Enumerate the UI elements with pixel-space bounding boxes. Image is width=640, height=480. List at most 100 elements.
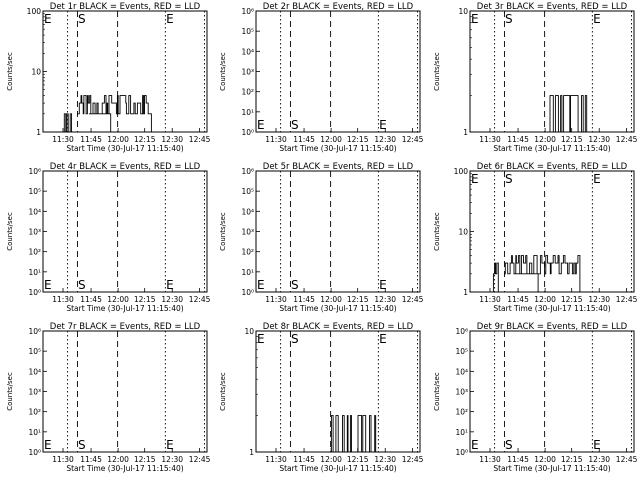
x-tick-label: 12:15: [561, 135, 583, 144]
x-axis-label: Start Time (30-Jul-17 11:15:40): [66, 304, 183, 313]
x-tick-label: 11:30: [265, 135, 287, 144]
x-tick-label: 11:30: [52, 455, 74, 464]
event-letter-marker: S: [505, 12, 513, 26]
y-tick-label: 10⁶: [28, 167, 41, 176]
event-letter-marker: E: [593, 172, 601, 186]
detector-panel-9: Det 9r BLACK = Events, RED = LLD Counts/s…: [433, 322, 638, 473]
x-tick-label: 11:45: [80, 135, 102, 144]
y-tick-label: 10⁶: [455, 327, 468, 336]
event-letter-marker: E: [257, 278, 265, 292]
y-tick-label: 10¹: [241, 268, 254, 277]
x-tick-label: 11:45: [80, 455, 102, 464]
event-letter-marker: S: [78, 12, 86, 26]
y-tick-label: 10⁵: [241, 187, 254, 196]
y-tick-label: 10³: [28, 388, 41, 397]
x-tick-label: 12:45: [402, 135, 424, 144]
x-tick-label: 11:45: [80, 295, 102, 304]
chart-title: Det 7r BLACK = Events, RED = LLD: [50, 322, 201, 332]
x-tick-label: 12:15: [347, 295, 369, 304]
event-letter-marker: E: [471, 12, 479, 26]
y-tick-label: 10: [458, 7, 468, 16]
x-tick-label: 12:30: [588, 135, 610, 144]
x-tick-label: 12:30: [161, 455, 183, 464]
y-tick-label: 100: [27, 7, 42, 16]
y-axis-label: Counts/sec: [433, 212, 441, 251]
series-line-events: [277, 415, 378, 453]
chart-title: Det 3r BLACK = Events, RED = LLD: [477, 2, 628, 12]
y-tick-label: 1: [463, 128, 468, 137]
x-tick-label: 12:00: [107, 455, 129, 464]
chart-title: Det 5r BLACK = Events, RED = LLD: [263, 162, 414, 172]
series-line-events: [545, 95, 592, 133]
detector-panel-3: Det 3r BLACK = Events, RED = LLD Counts/s…: [433, 2, 638, 153]
event-letter-marker: E: [471, 172, 479, 186]
y-axis-label: Counts/sec: [219, 372, 227, 411]
x-tick-label: 11:45: [507, 455, 529, 464]
y-axis-label: Counts/sec: [433, 52, 441, 91]
y-tick-label: 10: [458, 228, 468, 237]
x-tick-label: 12:00: [534, 295, 556, 304]
event-letter-marker: S: [78, 278, 86, 292]
y-tick-label: 10¹: [241, 108, 254, 117]
x-tick-label: 11:30: [52, 295, 74, 304]
x-tick-label: 11:30: [265, 295, 287, 304]
x-tick-label: 12:45: [189, 295, 211, 304]
x-axis-label: Start Time (30-Jul-17 11:15:40): [493, 464, 610, 473]
x-tick-label: 12:45: [189, 135, 211, 144]
y-tick-label: 10²: [28, 248, 41, 257]
x-tick-label: 12:45: [616, 455, 638, 464]
y-tick-label: 10⁰: [455, 448, 468, 457]
y-axis-label: Counts/sec: [433, 372, 441, 411]
y-axis-label: Counts/sec: [6, 372, 14, 411]
x-axis-label: Start Time (30-Jul-17 11:15:40): [66, 464, 183, 473]
x-axis-label: Start Time (30-Jul-17 11:15:40): [493, 304, 610, 313]
event-letter-marker: E: [593, 438, 601, 452]
y-tick-label: 10: [31, 68, 41, 77]
y-tick-label: 10⁴: [28, 207, 41, 216]
event-letter-marker: S: [291, 278, 299, 292]
x-tick-label: 12:00: [320, 455, 342, 464]
y-axis-label: Counts/sec: [6, 52, 14, 91]
x-tick-label: 12:15: [561, 295, 583, 304]
x-tick-label: 11:30: [479, 135, 501, 144]
detector-panel-2: Det 2r BLACK = Events, RED = LLD Counts/s…: [219, 2, 424, 153]
event-letter-marker: S: [291, 332, 299, 346]
x-axis-label: Start Time (30-Jul-17 11:15:40): [279, 304, 396, 313]
y-tick-label: 10²: [241, 88, 254, 97]
detector-panel-1: Det 1r BLACK = Events, RED = LLD Counts/s…: [6, 2, 211, 153]
x-tick-label: 12:30: [161, 135, 183, 144]
event-letter-marker: E: [44, 278, 52, 292]
y-tick-label: 10³: [241, 228, 254, 237]
y-tick-label: 10⁵: [28, 347, 41, 356]
y-tick-label: 10⁰: [241, 288, 254, 297]
event-letter-marker: E: [257, 118, 265, 132]
y-tick-label: 10⁵: [241, 27, 254, 36]
event-letter-marker: S: [291, 118, 299, 132]
event-letter-marker: E: [166, 278, 174, 292]
x-tick-label: 12:30: [374, 135, 396, 144]
chart-title: Det 4r BLACK = Events, RED = LLD: [50, 162, 201, 172]
x-tick-label: 12:45: [616, 295, 638, 304]
y-tick-label: 10¹: [28, 268, 41, 277]
x-tick-label: 12:45: [189, 455, 211, 464]
y-tick-label: 10³: [241, 68, 254, 77]
x-tick-label: 12:15: [134, 295, 156, 304]
y-tick-label: 1: [463, 288, 468, 297]
x-tick-label: 11:30: [52, 135, 74, 144]
x-tick-label: 11:45: [507, 295, 529, 304]
x-tick-label: 11:45: [293, 135, 315, 144]
x-tick-label: 12:30: [374, 295, 396, 304]
event-letter-marker: E: [166, 438, 174, 452]
x-tick-label: 12:45: [402, 295, 424, 304]
event-letter-marker: E: [379, 278, 387, 292]
y-axis-label: Counts/sec: [6, 212, 14, 251]
x-tick-label: 12:00: [534, 135, 556, 144]
y-tick-label: 10⁵: [455, 347, 468, 356]
y-tick-label: 10: [244, 327, 254, 336]
series-line-events: [491, 255, 581, 293]
y-tick-label: 10¹: [28, 428, 41, 437]
y-tick-label: 10⁰: [241, 128, 254, 137]
y-tick-label: 10³: [28, 228, 41, 237]
x-axis-label: Start Time (30-Jul-17 11:15:40): [493, 144, 610, 153]
